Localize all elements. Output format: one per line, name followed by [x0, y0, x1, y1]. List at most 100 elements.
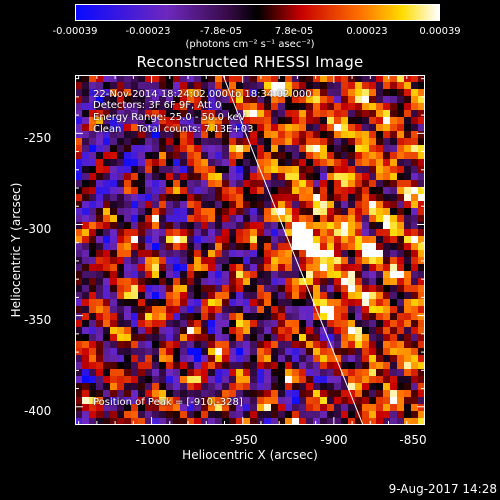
image-pixel: [278, 376, 285, 383]
image-pixel: [292, 411, 299, 418]
image-pixel: [117, 404, 124, 411]
image-pixel: [264, 383, 271, 390]
image-pixel: [278, 187, 285, 194]
image-pixel: [124, 362, 131, 369]
image-pixel: [327, 194, 334, 201]
image-pixel: [341, 334, 348, 341]
image-pixel: [341, 110, 348, 117]
image-pixel: [124, 215, 131, 222]
image-pixel: [145, 89, 152, 96]
image-pixel: [292, 117, 299, 124]
image-pixel: [390, 397, 397, 404]
image-pixel: [334, 215, 341, 222]
image-pixel: [96, 292, 103, 299]
image-pixel: [180, 110, 187, 117]
image-pixel: [117, 131, 124, 138]
image-pixel: [278, 348, 285, 355]
image-pixel: [187, 306, 194, 313]
image-pixel: [313, 75, 320, 82]
image-pixel: [306, 131, 313, 138]
image-pixel: [334, 369, 341, 376]
image-pixel: [187, 390, 194, 397]
image-pixel: [355, 320, 362, 327]
image-pixel: [271, 334, 278, 341]
image-pixel: [229, 75, 236, 82]
image-pixel: [124, 250, 131, 257]
image-pixel: [229, 82, 236, 89]
image-pixel: [131, 117, 138, 124]
image-pixel: [418, 222, 425, 229]
image-pixel: [285, 348, 292, 355]
image-pixel: [222, 138, 229, 145]
image-pixel: [292, 96, 299, 103]
image-pixel: [131, 383, 138, 390]
image-pixel: [215, 313, 222, 320]
image-pixel: [243, 152, 250, 159]
image-pixel: [180, 299, 187, 306]
image-pixel: [152, 124, 159, 131]
image-pixel: [320, 383, 327, 390]
image-pixel: [152, 222, 159, 229]
image-pixel: [348, 341, 355, 348]
image-pixel: [264, 89, 271, 96]
image-pixel: [369, 383, 376, 390]
image-pixel: [257, 376, 264, 383]
image-pixel: [75, 327, 82, 334]
image-pixel: [138, 320, 145, 327]
image-pixel: [257, 348, 264, 355]
image-pixel: [166, 187, 173, 194]
image-pixel: [166, 208, 173, 215]
image-pixel: [75, 180, 82, 187]
image-pixel: [215, 75, 222, 82]
image-pixel: [236, 152, 243, 159]
image-pixel: [229, 355, 236, 362]
image-pixel: [383, 257, 390, 264]
image-pixel: [397, 229, 404, 236]
image-pixel: [250, 383, 257, 390]
image-pixel: [194, 418, 201, 425]
image-pixel: [271, 229, 278, 236]
image-pixel: [313, 215, 320, 222]
image-pixel: [292, 397, 299, 404]
image-pixel: [334, 390, 341, 397]
image-pixel: [180, 334, 187, 341]
image-pixel: [264, 411, 271, 418]
image-pixel: [159, 411, 166, 418]
image-pixel: [110, 264, 117, 271]
image-pixel: [89, 313, 96, 320]
image-pixel: [355, 299, 362, 306]
image-pixel: [236, 89, 243, 96]
image-pixel: [89, 390, 96, 397]
image-pixel: [404, 250, 411, 257]
image-pixel: [201, 229, 208, 236]
image-pixel: [236, 194, 243, 201]
image-pixel: [278, 166, 285, 173]
image-pixel: [117, 376, 124, 383]
image-pixel: [278, 208, 285, 215]
image-pixel: [89, 138, 96, 145]
image-pixel: [334, 159, 341, 166]
image-pixel: [362, 390, 369, 397]
image-pixel: [243, 411, 250, 418]
image-pixel: [327, 117, 334, 124]
image-pixel: [278, 117, 285, 124]
image-pixel: [362, 187, 369, 194]
image-pixel: [243, 418, 250, 425]
image-pixel: [362, 369, 369, 376]
image-pixel: [124, 229, 131, 236]
image-pixel: [187, 124, 194, 131]
image-pixel: [250, 222, 257, 229]
image-pixel: [327, 397, 334, 404]
image-pixel: [187, 257, 194, 264]
image-pixel: [355, 285, 362, 292]
image-pixel: [131, 243, 138, 250]
image-pixel: [222, 173, 229, 180]
image-pixel: [96, 327, 103, 334]
image-pixel: [138, 383, 145, 390]
image-pixel: [110, 236, 117, 243]
image-pixel: [131, 103, 138, 110]
image-pixel: [313, 159, 320, 166]
image-pixel: [320, 229, 327, 236]
image-pixel: [278, 271, 285, 278]
axis-ticks: [75, 75, 425, 425]
